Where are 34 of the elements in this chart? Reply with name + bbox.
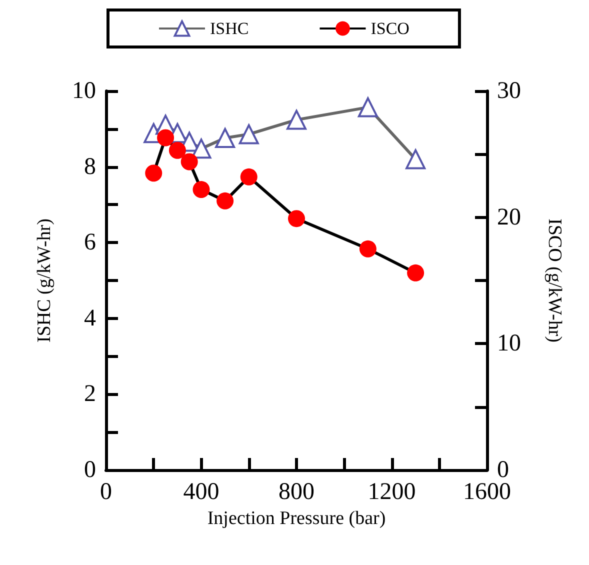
y2-tick-label: 30 bbox=[497, 78, 521, 104]
x-tick-label: 800 bbox=[278, 479, 314, 505]
y-tick-label: 6 bbox=[84, 230, 96, 256]
point bbox=[215, 128, 236, 148]
point bbox=[358, 97, 378, 118]
point bbox=[180, 153, 198, 170]
point bbox=[145, 164, 162, 182]
y2-tick-label: 10 bbox=[497, 330, 521, 357]
x-axis-title: Injection Pressure (bar) bbox=[207, 508, 386, 529]
y-tick-label: 0 bbox=[84, 457, 96, 483]
y2-tick-label: 20 bbox=[497, 204, 521, 230]
legend-label: ISHC bbox=[210, 19, 249, 38]
point bbox=[157, 129, 174, 146]
point bbox=[288, 210, 305, 228]
x-tick-label: 400 bbox=[183, 479, 220, 505]
point bbox=[240, 168, 258, 186]
y2-axis-title: ISCO (g/kW-hr) bbox=[544, 218, 565, 343]
point bbox=[216, 192, 234, 210]
x-tick-label: 1200 bbox=[368, 479, 416, 505]
y-tick-label: 8 bbox=[84, 154, 96, 180]
legend-label: ISCO bbox=[370, 19, 410, 38]
point bbox=[238, 124, 259, 144]
x-tick-label: 0 bbox=[100, 479, 112, 505]
point bbox=[407, 264, 424, 282]
point bbox=[168, 142, 186, 159]
point bbox=[192, 181, 210, 198]
point bbox=[359, 240, 376, 258]
y-tick-label: 4 bbox=[84, 305, 96, 332]
y-tick-label: 2 bbox=[84, 381, 96, 408]
point bbox=[286, 110, 306, 130]
y-tick-label: 10 bbox=[72, 78, 96, 104]
point bbox=[191, 138, 212, 159]
y-axis-title: ISHC (g/kW-hr) bbox=[34, 218, 55, 343]
point bbox=[406, 149, 426, 170]
